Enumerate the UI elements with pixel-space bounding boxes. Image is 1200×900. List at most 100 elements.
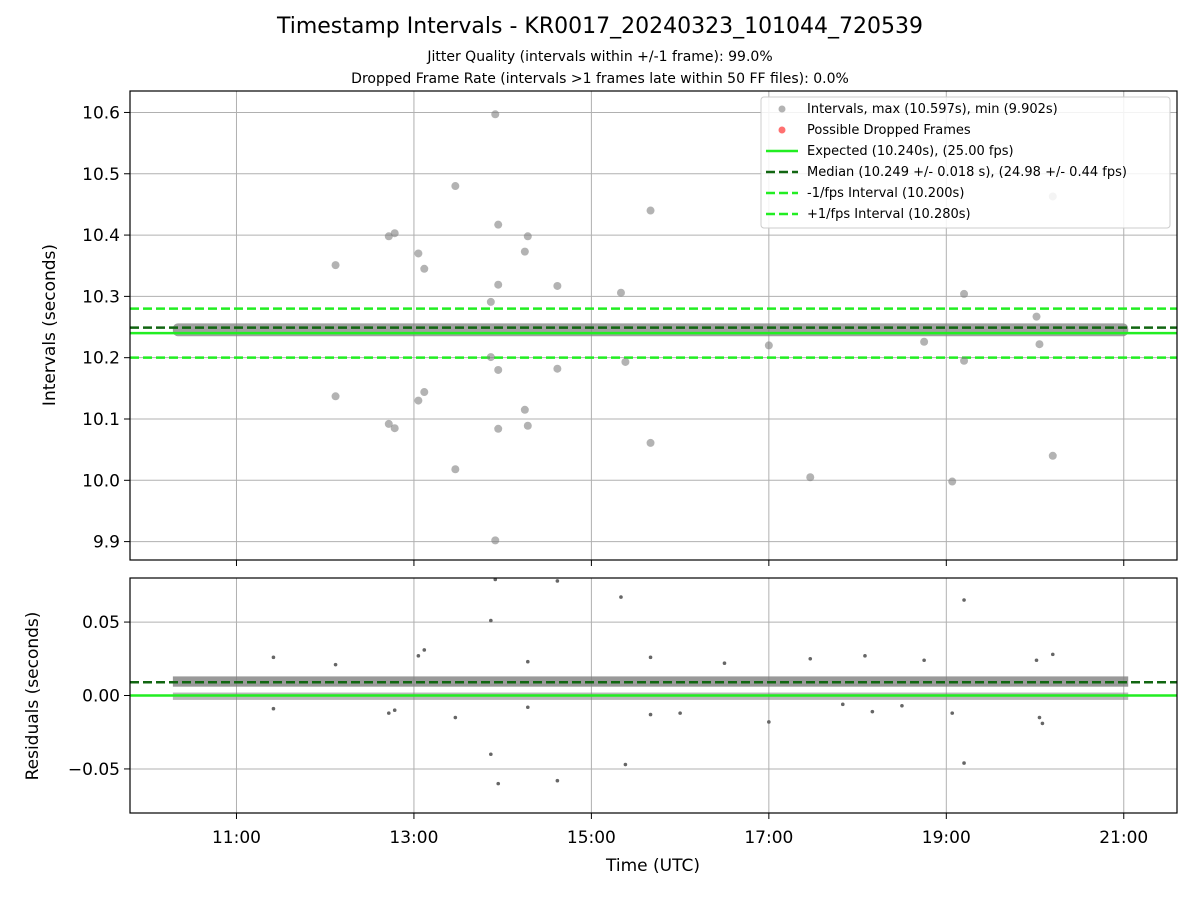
residual-point — [526, 705, 530, 710]
residual-point — [271, 706, 276, 711]
residual-point — [1037, 715, 1042, 720]
residual-point — [648, 712, 653, 717]
interval-point — [494, 424, 503, 433]
residual-point — [808, 656, 813, 661]
residuals-y-tick-label: 0.00 — [82, 687, 120, 707]
interval-point — [621, 357, 630, 366]
residual-point — [493, 578, 498, 582]
interval-point — [960, 289, 969, 298]
residual-point — [767, 720, 771, 724]
residual-point — [555, 579, 560, 583]
interval-point — [494, 365, 503, 374]
interval-point — [553, 364, 562, 373]
intervals-y-tick-label: 10.2 — [82, 349, 120, 369]
interval-point — [420, 264, 429, 273]
residual-point — [333, 662, 338, 667]
residuals-x-ticks: 11:00 13:00 15:00 17:00 19:00 21:00 — [212, 813, 1148, 848]
legend-median-label: Median (10.249 +/- 0.018 s), (24.98 +/- … — [807, 165, 1127, 180]
residual-point — [422, 648, 427, 652]
legend-box — [760, 96, 1171, 229]
intervals-points — [331, 110, 1057, 545]
x-tick-label: 13:00 — [389, 828, 438, 848]
residual-point — [648, 655, 653, 660]
intervals-y-tick-label: 9.9 — [93, 533, 120, 553]
intervals-y-tick-label: 10.1 — [82, 410, 120, 430]
legend-intervals-label: Intervals, max (10.597s), min (9.902s) — [807, 102, 1058, 117]
residual-point — [271, 655, 276, 660]
residual-point — [678, 711, 682, 715]
interval-point — [390, 229, 399, 238]
interval-point — [451, 465, 460, 474]
interval-point — [523, 421, 532, 430]
residual-point — [863, 654, 867, 658]
legend-dropped-marker — [778, 126, 786, 134]
interval-point — [494, 280, 503, 289]
residual-point — [950, 711, 955, 715]
interval-point — [1032, 312, 1041, 321]
interval-point — [646, 206, 655, 215]
interval-point — [764, 341, 773, 350]
intervals-plot-frame — [129, 90, 1178, 561]
x-tick-label: 17:00 — [744, 828, 793, 848]
residual-point — [722, 661, 727, 665]
residual-point — [1040, 721, 1045, 726]
residual-point — [416, 654, 421, 658]
residuals-y-tick-label: −0.05 — [68, 760, 120, 780]
intervals-y-tick-label: 10.6 — [82, 103, 120, 123]
interval-point — [553, 281, 562, 290]
interval-point — [486, 353, 495, 362]
dropped-frame-rate-subtitle: Dropped Frame Rate (intervals >1 frames … — [351, 71, 849, 87]
residual-point — [840, 702, 845, 707]
x-tick-label: 19:00 — [922, 828, 971, 848]
residuals-y-axis-label: Residuals (seconds) — [23, 612, 43, 781]
interval-point — [806, 473, 815, 482]
x-tick-label: 11:00 — [212, 828, 261, 848]
residual-point — [900, 703, 904, 708]
interval-point — [523, 232, 532, 241]
intervals-y-tick-label: 10.0 — [82, 471, 120, 491]
interval-point — [646, 438, 655, 447]
interval-point — [1035, 340, 1044, 349]
legend-intervals-marker — [778, 105, 786, 113]
residual-point — [526, 659, 530, 664]
interval-point — [520, 247, 529, 256]
residual-point — [555, 778, 560, 783]
residuals-y-ticks: −0.05 0.00 0.05 — [68, 613, 130, 780]
interval-point — [331, 392, 340, 401]
x-tick-label: 15:00 — [567, 828, 616, 848]
intervals-y-tick-label: 10.5 — [82, 165, 120, 185]
interval-point — [520, 405, 529, 414]
legend-plus-label: +1/fps Interval (10.280s) — [807, 207, 971, 222]
residual-point — [962, 598, 966, 602]
interval-point — [414, 249, 423, 258]
interval-point — [1048, 451, 1057, 460]
residual-point — [496, 781, 501, 786]
chart-title: Timestamp Intervals - KR0017_20240323_10… — [276, 14, 924, 39]
interval-point — [451, 182, 460, 191]
intervals-grid — [130, 91, 1177, 560]
residuals-points — [271, 578, 1055, 786]
interval-point — [384, 232, 393, 241]
legend-dropped-label: Possible Dropped Frames — [807, 123, 971, 138]
residuals-y-tick-label: 0.05 — [82, 613, 120, 633]
interval-point — [384, 419, 393, 428]
residual-point — [619, 595, 623, 599]
interval-point — [494, 220, 503, 229]
residual-point — [489, 618, 493, 623]
intervals-panel: 9.9 10.0 10.1 10.2 10.3 10.4 10.5 10.6 Interval… — [40, 90, 1178, 566]
residual-point — [922, 658, 926, 663]
interval-point — [491, 110, 500, 119]
residual-point — [1050, 652, 1055, 657]
interval-point — [331, 261, 340, 270]
interval-point — [960, 356, 969, 365]
interval-point — [486, 297, 495, 306]
interval-point — [420, 388, 429, 397]
intervals-x-tick-marks — [235, 560, 1125, 566]
jitter-quality-subtitle: Jitter Quality (intervals within +/-1 fr… — [427, 49, 773, 65]
residual-point — [453, 715, 458, 720]
legend-minus-label: -1/fps Interval (10.200s) — [807, 186, 964, 201]
x-tick-label: 21:00 — [1099, 828, 1148, 848]
intervals-y-tick-label: 10.4 — [82, 226, 120, 246]
